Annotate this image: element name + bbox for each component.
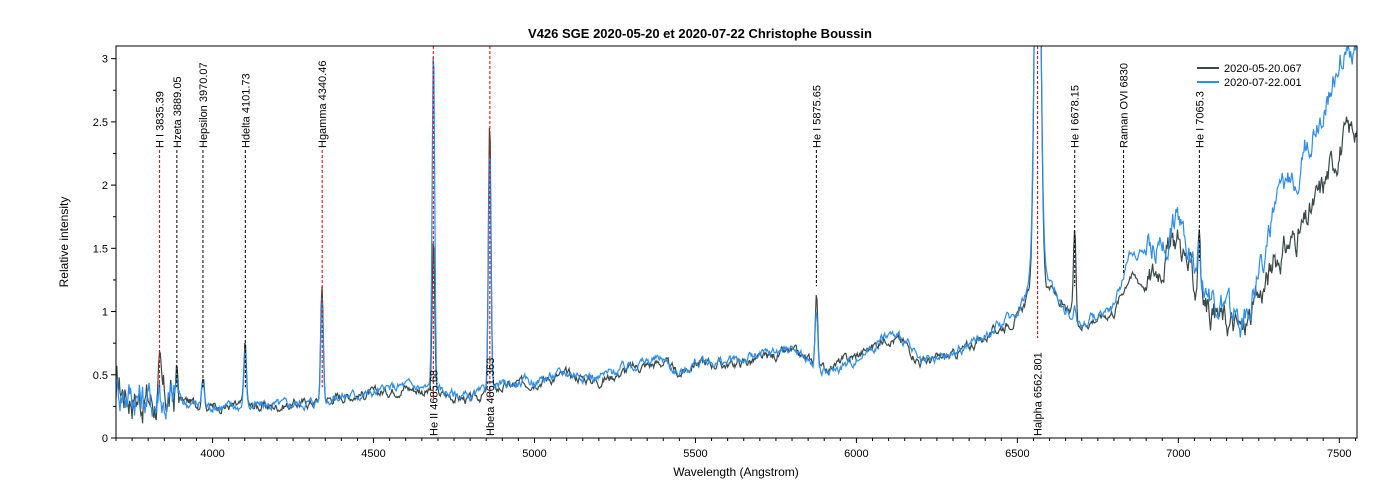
legend: 2020-05-20.067 2020-07-22.001	[1197, 63, 1302, 89]
x-tick-label: 6000	[844, 448, 868, 460]
x-tick-label: 7000	[1166, 448, 1190, 460]
marker-label: H I 3835.39	[155, 91, 167, 148]
marker-label: Hbeta 4861.363	[485, 358, 497, 436]
y-tick-label: 0	[102, 433, 108, 445]
marker-label: He I 5875.65	[811, 85, 823, 148]
marker-label: Halpha 6562.801	[1033, 352, 1045, 436]
series-line-1	[116, 46, 1357, 424]
line-marker: He II 4685.68	[428, 46, 440, 436]
y-tick-label: 1.5	[93, 243, 108, 255]
plot-frame	[115, 45, 1358, 439]
line-marker: H I 3835.39	[155, 91, 167, 388]
x-tick-label: 5000	[522, 448, 546, 460]
marker-label: Hgamma 4340.46	[317, 61, 329, 148]
line-marker: Hgamma 4340.46	[317, 61, 329, 388]
x-tick-label: 7500	[1327, 448, 1351, 460]
marker-label: Hdelta 4101.73	[240, 73, 252, 148]
y-tick-label: 2	[102, 180, 108, 192]
line-marker: Halpha 6562.801	[1033, 46, 1045, 436]
y-tick-label: 2.5	[93, 117, 108, 129]
line-marker: Hbeta 4861.363	[485, 46, 497, 436]
x-tick-label: 6500	[1005, 448, 1029, 460]
line-marker: Hzeta 3889.05	[172, 76, 184, 388]
chart-title: V426 SGE 2020-05-20 et 2020-07-22 Christ…	[528, 26, 872, 41]
marker-label: Hzeta 3889.05	[172, 76, 184, 148]
marker-label: He I 6678.15	[1070, 85, 1082, 148]
line-marker: Raman OVI 6830	[1119, 63, 1131, 274]
y-tick-label: 3	[102, 54, 108, 66]
y-tick-label: 1	[102, 307, 108, 319]
marker-label: Hepsilon 3970.07	[198, 62, 210, 148]
x-tick-label: 4500	[361, 448, 385, 460]
marker-label: He I 7065.3	[1194, 91, 1206, 148]
legend-label: 2020-05-20.067	[1224, 63, 1302, 75]
series-line-2	[116, 46, 1357, 420]
line-marker: He I 6678.15	[1070, 85, 1082, 287]
x-tick-label: 4000	[200, 448, 224, 460]
legend-label: 2020-07-22.001	[1224, 77, 1302, 89]
x-axis-label: Wavelength (Angstrom)	[673, 465, 799, 479]
line-marker: He I 5875.65	[811, 85, 823, 287]
line-marker: Hepsilon 3970.07	[198, 62, 210, 388]
marker-label: He II 4685.68	[428, 370, 440, 436]
y-tick-label: 0.5	[93, 370, 108, 382]
line-marker: He I 7065.3	[1194, 91, 1206, 261]
x-tick-label: 5500	[683, 448, 707, 460]
y-axis-label: Relative intensity	[57, 197, 71, 288]
marker-label: Raman OVI 6830	[1119, 63, 1131, 148]
line-marker: Hdelta 4101.73	[240, 73, 252, 388]
